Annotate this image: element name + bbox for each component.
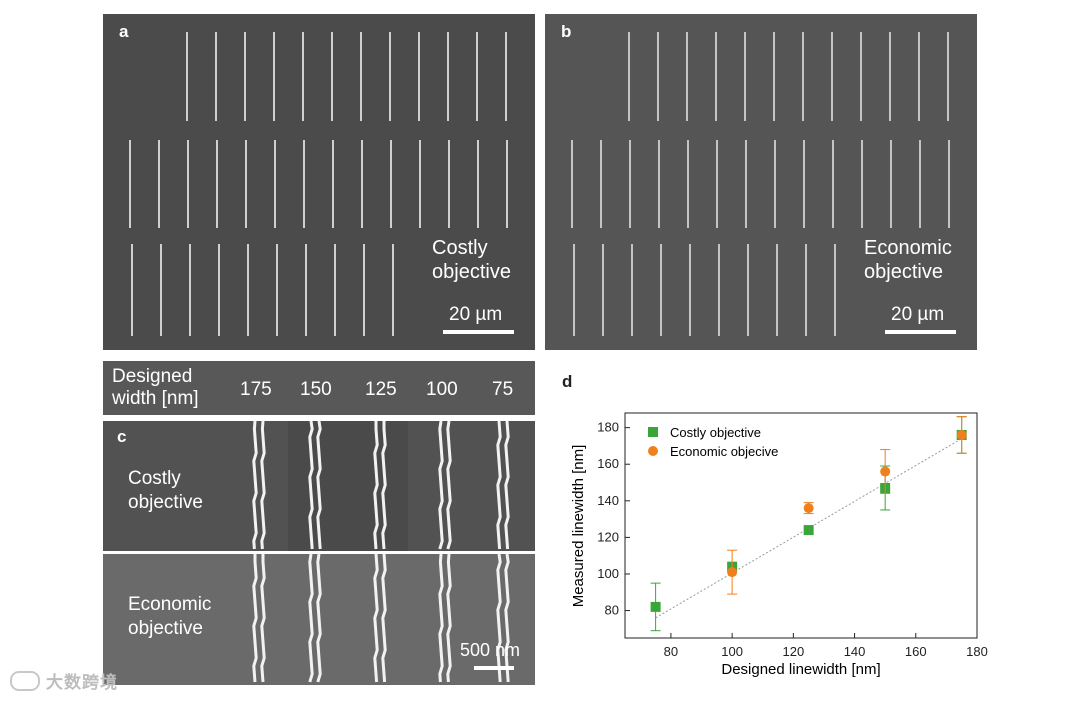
closeup-line-edge	[446, 553, 452, 683]
closeup-line-edge	[316, 421, 322, 550]
scalebar	[474, 666, 514, 670]
closeup-line-edge	[496, 553, 502, 683]
header-line: width [nm]	[112, 388, 199, 409]
sem-image-economic: b Economic objective 20 µm	[545, 14, 977, 350]
width-label: 100	[426, 379, 458, 400]
linewidth-chart: 80 100 120 140 160 180 80 100 120 140 160 180 Desig…	[570, 412, 988, 678]
closeup-line-edge	[496, 421, 502, 550]
width-label: 125	[365, 379, 397, 400]
x-tick-label: 160	[905, 644, 927, 659]
row-label-line: Economic	[128, 594, 212, 615]
caption-economic: Economic objective	[864, 236, 952, 284]
closeup-line-edge	[252, 421, 258, 550]
width-header: Designed width [nm] 175 150 125 100 75	[103, 361, 535, 415]
header-line: Designed	[112, 366, 193, 387]
line-array-a	[129, 32, 508, 336]
sem-image-costly: a Costly objective 20 µm	[103, 14, 535, 350]
x-tick-label: 120	[782, 644, 804, 659]
panel-label-d: d	[562, 372, 573, 391]
closeup-line-edge	[260, 554, 266, 683]
closeup-line-edge	[446, 421, 452, 550]
caption-line: objective	[432, 261, 511, 283]
y-axis-title: Measured linewidth [nm]	[570, 445, 587, 608]
y-tick-label: 140	[597, 493, 619, 508]
scalebar	[885, 330, 956, 334]
y-tick-label: 120	[597, 529, 619, 544]
x-tick-label: 140	[844, 644, 866, 659]
scalebar-label: 20 µm	[449, 304, 503, 325]
data-point-costly	[650, 601, 661, 612]
closeup-line-edge	[252, 554, 258, 683]
closeup-line-edge	[381, 421, 387, 550]
x-tick-label: 80	[664, 644, 678, 659]
y-tick-label: 80	[605, 603, 619, 618]
closeup-line-edge	[381, 553, 387, 683]
scalebar-label: 500 nm	[460, 640, 521, 660]
scalebar	[443, 330, 514, 334]
scalebar-label: 20 µm	[891, 304, 945, 325]
closeup-line-edge	[504, 553, 510, 683]
data-point-economic	[956, 429, 967, 440]
closeup-line-edge	[504, 421, 510, 550]
closeup-line-edge	[438, 553, 444, 683]
sem-closeup: c Costly objective Economic objective 50…	[103, 421, 535, 685]
plot-frame	[624, 412, 978, 639]
panel-label-b: b	[561, 22, 572, 41]
data-point-costly	[803, 525, 814, 536]
y-tick-label: 180	[597, 420, 619, 435]
x-axis-title: Designed linewidth [nm]	[721, 661, 880, 678]
closeup-line-edge	[316, 553, 322, 683]
row-label-line: objective	[128, 492, 203, 513]
closeup-line-edge	[438, 421, 444, 550]
row-label-line: Costly	[128, 468, 181, 489]
caption-line: Economic	[864, 237, 952, 259]
watermark-logo-icon	[10, 670, 40, 691]
caption-line: objective	[864, 261, 943, 283]
row-label-line: objective	[128, 618, 203, 639]
data-point-economic	[880, 466, 891, 477]
row-label-costly: Costly objective	[128, 467, 203, 515]
x-tick-label: 100	[721, 644, 743, 659]
line-array-b	[571, 32, 950, 336]
panel-label-c: c	[117, 427, 127, 446]
caption-costly: Costly objective	[432, 236, 511, 284]
x-tick-label: 180	[966, 644, 988, 659]
panel-label-a: a	[119, 22, 129, 41]
y-tick-label: 100	[597, 566, 619, 581]
caption-line: Costly	[432, 237, 488, 259]
watermark: 大数跨境	[10, 668, 118, 693]
width-label: 75	[492, 379, 514, 400]
legend-marker-economic	[648, 446, 658, 456]
data-point-economic	[803, 503, 814, 514]
legend-label-economic: Economic objecive	[670, 444, 778, 459]
width-label: 150	[300, 379, 332, 400]
row-label-economic: Economic objective	[128, 593, 211, 641]
legend-marker-costly	[648, 427, 658, 437]
watermark-text: 大数跨境	[46, 673, 118, 692]
closeup-line-edge	[260, 421, 266, 550]
legend: Costly objective Economic objecive	[648, 425, 778, 459]
closeup-line-edge	[308, 421, 314, 550]
closeup-lines	[103, 421, 535, 685]
closeup-line-edge	[373, 421, 379, 550]
header-title: Designed width [nm]	[112, 366, 199, 410]
width-label: 175	[240, 379, 272, 400]
data-point-economic	[727, 567, 738, 578]
legend-label-costly: Costly objective	[670, 425, 761, 440]
closeup-line-edge	[308, 553, 314, 683]
y-tick-label: 160	[597, 456, 619, 471]
closeup-line-edge	[373, 553, 379, 683]
